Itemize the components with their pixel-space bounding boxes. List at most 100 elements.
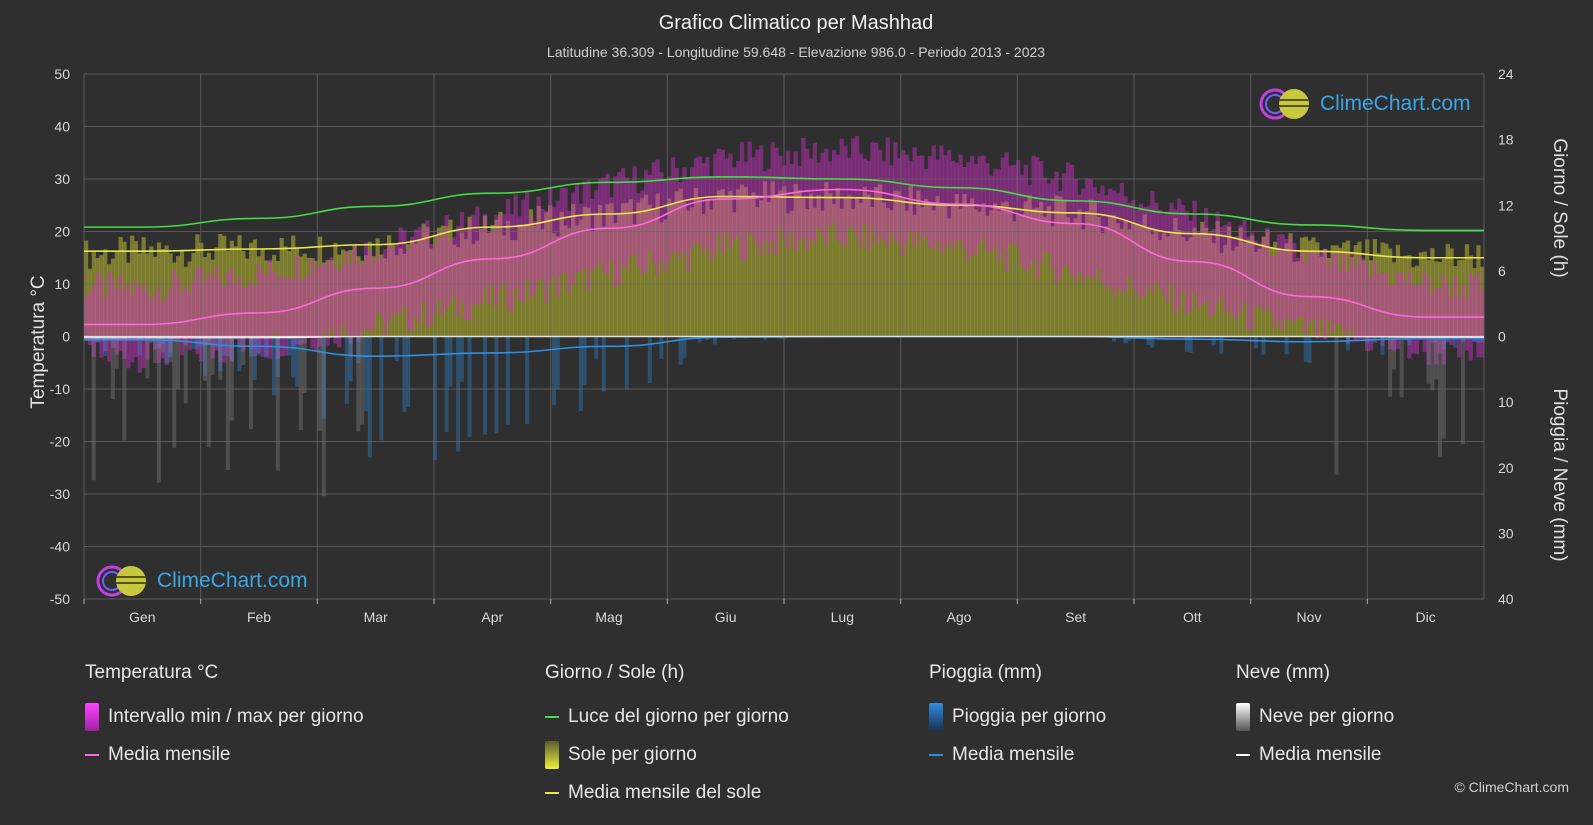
temp-mean-swatch <box>85 754 99 756</box>
sun-day-bar <box>808 193 814 337</box>
rain-day-bar <box>1111 336 1116 342</box>
rain-day-bar <box>218 336 223 372</box>
sun-day-bar <box>1104 226 1109 337</box>
rain-day-bar <box>551 336 556 406</box>
sun-day-bar <box>897 191 902 337</box>
legend-item-snow-mean: Media mensile <box>1236 736 1394 774</box>
legend-heading: Pioggia (mm) <box>929 662 1042 683</box>
temp-range-day-bar <box>118 274 123 352</box>
temp-range-day-bar <box>210 276 215 359</box>
sun-day-bar <box>609 203 614 337</box>
temp-range-day-bar <box>475 206 480 305</box>
temp-range-day-bar <box>571 192 576 284</box>
sun-day-bar <box>1338 247 1343 337</box>
rain-day-bar <box>406 336 411 407</box>
y-right-bottom-tick-label: 20 <box>1498 460 1514 476</box>
rain-day-bar <box>1407 336 1412 346</box>
temp-range-day-bar <box>885 137 890 248</box>
temp-range-day-bar <box>1434 288 1439 365</box>
temp-range-day-bar <box>843 145 848 246</box>
temp-range-day-bar <box>962 166 967 249</box>
rain-day-bar <box>578 336 583 411</box>
sun-day-bar <box>179 250 185 337</box>
temp-range-day-bar <box>713 153 718 254</box>
temp-range-day-bar <box>317 263 323 347</box>
legend-heading: Giorno / Sole (h) <box>545 662 685 683</box>
snow-day-bar <box>160 336 165 353</box>
temp-range-day-bar <box>1265 227 1270 309</box>
sun-day-bar <box>1108 214 1113 337</box>
y-left-tick-label: 0 <box>62 329 70 345</box>
temp-range-day-bar <box>1108 188 1113 287</box>
sun-day-bar <box>854 197 860 337</box>
temp-range-day-bar <box>831 150 837 223</box>
temp-range-day-bar <box>421 226 426 303</box>
temp-range-day-bar <box>686 177 691 272</box>
temp-range-day-bar <box>1307 250 1312 323</box>
sun-day-bar <box>774 198 779 337</box>
sun-day-bar <box>931 210 936 337</box>
temp-range-day-bar <box>785 150 791 248</box>
plot-area: 50 40 30 20 10 0 -10 -20 -30 -40 -50 24 18 12 6 0 10 20 30… <box>50 66 1514 625</box>
sun-day-bar <box>486 233 491 337</box>
legend-label: Media mensile del sole <box>568 782 762 803</box>
logo-bottom-left[interactable]: ClimeChart.com <box>95 564 308 598</box>
rain-day-bar <box>1453 336 1458 348</box>
sun-day-bar <box>1035 207 1040 337</box>
legend-label: Media mensile <box>108 744 231 765</box>
y-right-top-tick-label: 0 <box>1498 329 1506 345</box>
temp-range-day-bar <box>156 287 162 363</box>
temp-range-day-bar <box>693 158 699 244</box>
temp-range-day-bar <box>739 142 745 262</box>
sun-day-bar <box>130 235 135 337</box>
rain-day-bar <box>1150 336 1155 348</box>
sun-day-bar <box>574 225 580 337</box>
snow-day-bar <box>1388 336 1393 397</box>
sun-day-bar <box>686 210 691 337</box>
temp-range-day-bar <box>1418 284 1424 341</box>
sun-day-bar <box>1008 208 1013 337</box>
sun-day-bar <box>153 256 158 337</box>
temp-range-day-bar <box>494 215 499 307</box>
sun-day-bar <box>1384 243 1389 337</box>
sun-day-bar <box>1204 227 1209 337</box>
sun-day-bar <box>1092 202 1098 337</box>
temp-range-day-bar <box>1146 205 1151 287</box>
temp-range-day-bar <box>375 254 380 313</box>
sun-day-bar <box>881 202 887 337</box>
y-right-top-tick-label: 24 <box>1498 66 1514 82</box>
temp-range-day-bar <box>1280 234 1285 331</box>
sun-day-bar <box>551 233 557 337</box>
temp-range-day-bar <box>597 178 603 263</box>
sun-day-bar <box>1414 265 1420 337</box>
temp-range-day-bar <box>1230 238 1236 317</box>
logo-top-right[interactable]: ClimeChart.com <box>1258 87 1471 121</box>
temp-range-day-bar <box>513 194 518 288</box>
sun-day-bar <box>164 245 169 337</box>
copyright: © ClimeChart.com <box>1454 779 1569 795</box>
sun-day-bar <box>1012 221 1017 337</box>
temp-range-day-bar <box>91 285 96 358</box>
sun-day-bar <box>1411 267 1416 337</box>
temp-range-day-bar <box>916 155 921 233</box>
sun-day-bar <box>843 198 848 337</box>
sun-day-bar <box>1460 259 1466 337</box>
sun-day-bar <box>433 235 438 337</box>
sun-day-bar <box>156 242 162 337</box>
sun-day-bar <box>1023 201 1028 337</box>
temp-range-day-bar <box>770 142 775 242</box>
temp-range-day-bar <box>1196 231 1201 308</box>
temp-range-day-bar <box>340 264 346 325</box>
temp-range-day-bar <box>440 237 445 317</box>
sun-day-bar <box>421 223 426 337</box>
rain-day-bar <box>525 336 530 424</box>
rain-day-bar <box>678 336 683 365</box>
temp-range-day-bar <box>1441 273 1447 365</box>
temp-range-day-bar <box>732 167 737 241</box>
rain-day-bar <box>1434 336 1439 343</box>
rain-day-bar <box>402 336 407 413</box>
x-tick-label: Mar <box>364 609 388 625</box>
x-tick-label: Apr <box>481 609 503 625</box>
sun-day-bar <box>218 233 223 337</box>
temp-range-day-bar <box>1311 251 1316 320</box>
